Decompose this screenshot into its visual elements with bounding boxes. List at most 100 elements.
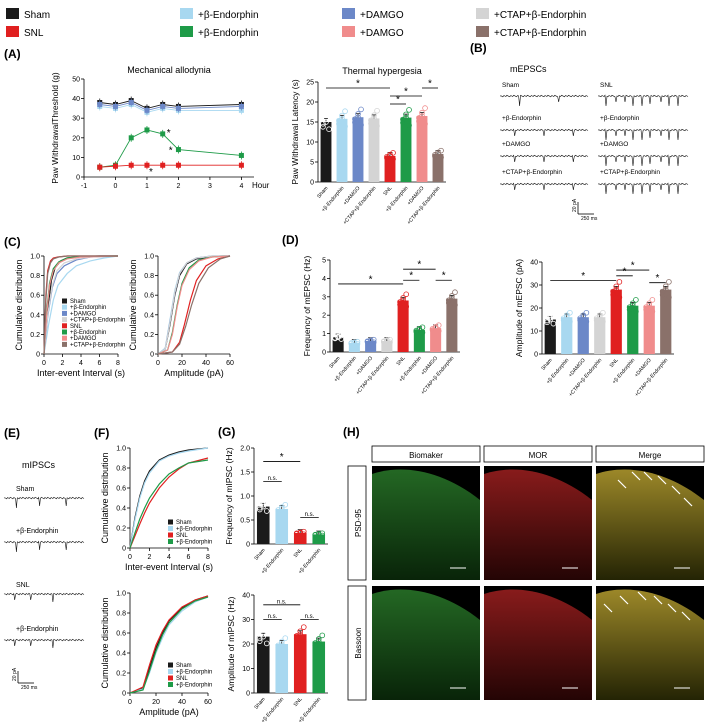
data-dot bbox=[550, 312, 557, 319]
merge-image bbox=[596, 469, 704, 580]
series-line bbox=[99, 164, 242, 168]
data-marker bbox=[175, 162, 181, 168]
data-marker bbox=[128, 135, 134, 141]
y-tick-label: 1.0 bbox=[240, 494, 250, 501]
category-label: +CTAP+β-Endorphin bbox=[634, 357, 669, 398]
legend-label: +CTAP+β-Endorphin bbox=[70, 318, 125, 324]
trace-label: Sham bbox=[16, 486, 34, 493]
significance-label: * bbox=[417, 260, 421, 271]
data-dot bbox=[583, 318, 590, 325]
data-dot bbox=[406, 107, 412, 113]
data-dot bbox=[312, 642, 319, 649]
data-marker bbox=[175, 147, 181, 153]
data-dot bbox=[419, 109, 425, 116]
data-marker bbox=[144, 162, 150, 168]
data-dot bbox=[596, 314, 603, 321]
data-dot bbox=[397, 299, 403, 305]
data-dot bbox=[633, 297, 639, 303]
significance-label: * bbox=[428, 79, 432, 90]
bar bbox=[312, 641, 326, 693]
mepsc-amplitude-chart: 010203040Sham+β-Endorphin+DAMGO+CTAP+β-E… bbox=[514, 259, 674, 398]
x-tick-label: 3 bbox=[208, 183, 212, 190]
data-dot bbox=[263, 640, 270, 647]
x-tick-label: -1 bbox=[81, 183, 87, 190]
mepsc-frequency-chart: 012345Sham+β-Endorphin+DAMGO+CTAP+β-Endo… bbox=[302, 256, 460, 396]
legend-swatch bbox=[62, 310, 67, 316]
y-tick-label: 10 bbox=[306, 140, 314, 147]
bar bbox=[348, 342, 360, 352]
mor-image bbox=[484, 589, 592, 700]
data-dot bbox=[403, 303, 410, 310]
x-tick-label: 60 bbox=[226, 360, 234, 367]
data-dot bbox=[293, 530, 300, 537]
y-tick-label: 0.8 bbox=[30, 273, 40, 280]
scalebar-x-label: 250 ms bbox=[21, 685, 38, 691]
data-dot bbox=[319, 532, 326, 539]
arrow-icon bbox=[603, 603, 613, 613]
y-tick-label: 20 bbox=[306, 100, 314, 107]
data-dot bbox=[643, 306, 649, 313]
legend-label: +β-Endorphin bbox=[176, 540, 212, 546]
y-tick-label: 0.4 bbox=[30, 312, 40, 319]
significance-star: * bbox=[149, 167, 153, 178]
data-dot bbox=[297, 628, 304, 635]
y-tick-label: 3 bbox=[322, 294, 326, 301]
data-dot bbox=[435, 322, 442, 329]
legend-swatch bbox=[62, 329, 67, 335]
scalebar-y-label: 20 pA bbox=[12, 667, 18, 681]
data-dot bbox=[567, 318, 573, 325]
data-dot bbox=[293, 633, 300, 639]
y-tick-label: 0 bbox=[36, 352, 40, 359]
y-tick-label: 0 bbox=[246, 691, 250, 698]
data-dot bbox=[256, 504, 263, 511]
data-dot bbox=[358, 106, 364, 113]
panel-label-d: (D) bbox=[282, 233, 299, 247]
data-dot bbox=[339, 116, 345, 122]
legend-label: +β-Endorphin bbox=[176, 527, 212, 533]
data-dot bbox=[282, 647, 289, 653]
x-tick-label: 0 bbox=[156, 360, 160, 367]
legend-swatch bbox=[180, 26, 193, 37]
data-marker bbox=[160, 162, 166, 168]
legend-label: +β-Endorphin bbox=[70, 305, 106, 311]
data-dot bbox=[629, 302, 636, 309]
legend-swatch bbox=[476, 26, 489, 37]
data-dot bbox=[326, 126, 332, 132]
data-marker bbox=[112, 163, 118, 169]
data-dot bbox=[413, 327, 420, 334]
cumulative-line bbox=[43, 255, 118, 355]
data-dot bbox=[335, 334, 341, 341]
data-dot bbox=[297, 631, 304, 637]
cumulative-line bbox=[43, 255, 119, 355]
data-marker bbox=[144, 127, 150, 133]
x-tick-label: 6 bbox=[98, 360, 102, 367]
significance-label: n.s. bbox=[277, 599, 287, 605]
data-dot bbox=[662, 286, 669, 293]
data-dot bbox=[355, 114, 361, 120]
trace-label: +CTAP+β-Endorphin bbox=[502, 169, 562, 176]
data-dot bbox=[666, 279, 672, 285]
x-tick-label: 8 bbox=[116, 360, 120, 367]
bar bbox=[416, 116, 428, 182]
cumulative-line bbox=[129, 459, 209, 549]
legend-label: +DAMGO bbox=[360, 28, 404, 39]
trace-label: +DAMGO bbox=[600, 141, 628, 148]
y-tick-label: 0 bbox=[310, 180, 314, 187]
y-axis-label: Paw WithdrawalThreshold (g) bbox=[50, 72, 60, 184]
data-dot bbox=[422, 105, 428, 111]
bar bbox=[610, 289, 622, 354]
data-dot bbox=[319, 644, 326, 651]
data-dot bbox=[577, 315, 583, 322]
data-dot bbox=[397, 301, 403, 308]
y-tick-label: 0.2 bbox=[30, 332, 40, 339]
legend-label: +β-Endorphin bbox=[198, 28, 259, 39]
data-dot bbox=[312, 640, 319, 646]
x-tick-label: 20 bbox=[178, 360, 186, 367]
data-dot bbox=[371, 115, 377, 122]
trace-sham-group bbox=[499, 94, 589, 107]
legend-label: SNL bbox=[24, 28, 44, 39]
mepsc-iei-cumulative-chart: 0 0.2 0.4 0.6 0.8 1.0 0 2 4 6 8 Cumulative distribu… bbox=[14, 254, 125, 379]
data-dot bbox=[338, 336, 345, 342]
significance-label: * bbox=[396, 95, 400, 106]
